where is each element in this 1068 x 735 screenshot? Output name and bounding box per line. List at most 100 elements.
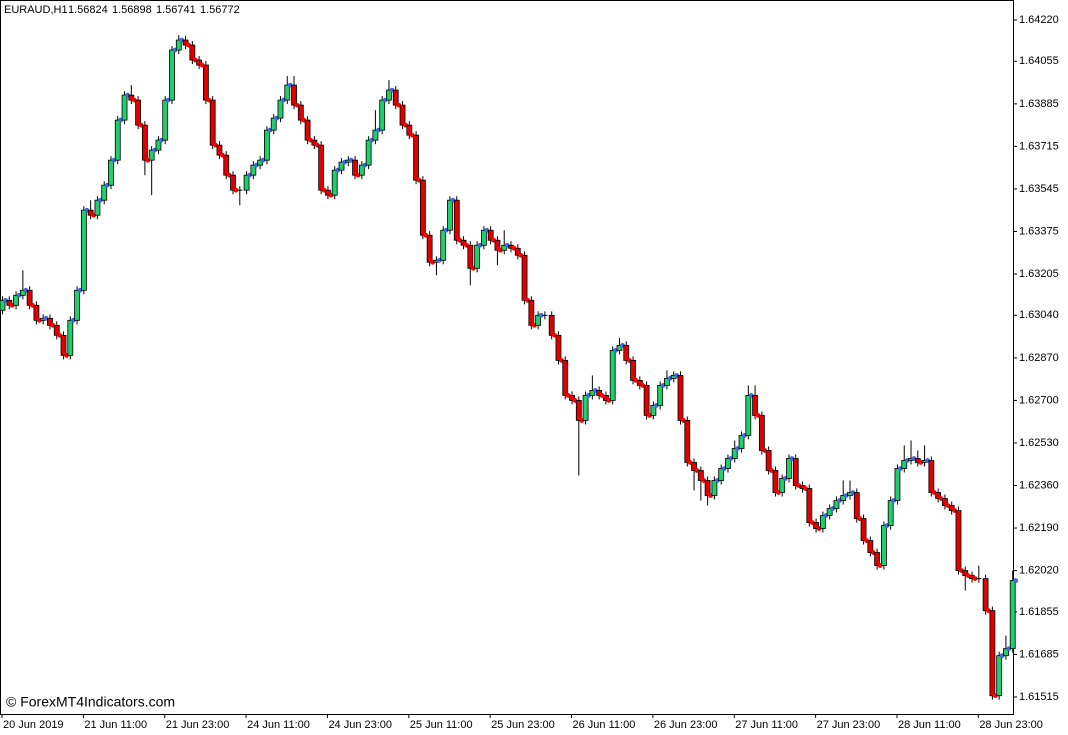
candle-body [13, 294, 19, 306]
y-tick-label: 1.62020 [1019, 565, 1059, 577]
candle-body [562, 359, 569, 396]
candle-body [325, 189, 331, 196]
candle-body [982, 578, 989, 612]
candle-body [392, 89, 399, 106]
candle-body [0, 299, 6, 311]
candle-body [141, 124, 148, 161]
candle-body [406, 124, 413, 136]
candle-body [155, 139, 162, 151]
candle-body [630, 359, 636, 381]
candle-body [603, 395, 609, 401]
candle-body [1009, 580, 1016, 650]
x-tick-label: 24 Jun 23:00 [328, 719, 392, 731]
candle-body [487, 229, 494, 241]
signal-dot [538, 312, 544, 318]
candle-body [813, 522, 819, 529]
candle-body [623, 344, 630, 361]
candle-body [684, 420, 691, 463]
candle-body [853, 492, 860, 519]
candle-body [311, 139, 318, 146]
candle-body [664, 377, 670, 386]
candle-body [223, 154, 230, 176]
candle-body [386, 89, 392, 101]
candle-body [894, 468, 901, 501]
candle-body [786, 458, 792, 479]
y-tick-label: 1.62700 [1019, 394, 1059, 406]
y-tick-label: 1.61515 [1019, 691, 1059, 703]
candle-body [467, 244, 474, 269]
candle-body [202, 64, 209, 101]
candle-body [419, 179, 426, 236]
candle-body [440, 229, 447, 261]
y-tick-label: 1.62190 [1019, 522, 1059, 534]
candle-body [528, 299, 535, 326]
candle-body [53, 324, 60, 336]
candle-body [819, 515, 826, 529]
candle-body [779, 478, 786, 493]
x-tick-label: 27 Jun 11:00 [735, 719, 798, 731]
candle-body [413, 134, 419, 181]
candle-body [745, 395, 752, 436]
candle-body [752, 395, 758, 416]
candle-body [582, 395, 589, 421]
x-tick-label: 28 Jun 11:00 [898, 719, 961, 731]
candle-body [19, 289, 26, 296]
candle-body [338, 161, 345, 171]
x-tick-label: 26 Jun 11:00 [573, 719, 636, 731]
candle-body [460, 239, 467, 246]
y-tick-label: 1.62870 [1019, 352, 1059, 364]
y-tick-label: 1.63040 [1019, 309, 1059, 321]
candle-body [955, 510, 962, 571]
candle-body [677, 374, 684, 421]
candle-body [162, 99, 169, 141]
readout-low: 1.56741 [156, 4, 196, 16]
candle-body [372, 129, 379, 141]
candle-body [867, 540, 874, 553]
candle-body [331, 169, 338, 196]
candle-body [704, 480, 711, 496]
candle-body [114, 119, 121, 161]
candle-body [575, 400, 582, 421]
candle-body [738, 435, 745, 449]
candle-body [480, 229, 487, 246]
candle-body [494, 239, 501, 251]
candle-body [169, 49, 175, 101]
readout-open: 1.56824 [68, 4, 108, 16]
y-tick-label: 1.63375 [1019, 225, 1059, 237]
candle-body [270, 117, 277, 131]
y-tick-label: 1.63205 [1019, 268, 1059, 280]
candle-body [928, 460, 935, 493]
candle-body [379, 99, 386, 131]
candle-body [650, 405, 657, 416]
candle-body [250, 164, 257, 176]
candle-body [297, 104, 304, 121]
candle-body [60, 334, 67, 356]
candle-body [447, 199, 453, 231]
y-tick-label: 1.64220 [1019, 14, 1059, 26]
candle-body [887, 500, 894, 526]
candle-body [657, 385, 664, 406]
x-tick-label: 25 Jun 11:00 [410, 719, 473, 731]
x-tick-label: 27 Jun 23:00 [817, 719, 881, 731]
candle-body [643, 385, 650, 416]
candle-body [358, 164, 365, 176]
plot-frame [0, 0, 1014, 715]
x-tick-label: 21 Jun 11:00 [84, 719, 147, 731]
candle-body [453, 199, 460, 241]
y-tick-label: 1.62360 [1019, 479, 1059, 491]
candle-body [67, 319, 74, 356]
candle-body [718, 468, 725, 481]
candle-body [474, 244, 481, 269]
y-tick-label: 1.63545 [1019, 183, 1059, 195]
candle-body [514, 247, 521, 256]
candle-body [569, 395, 575, 401]
candle-body [399, 104, 406, 126]
signal-dot [1013, 578, 1019, 584]
x-tick-label: 25 Jun 23:00 [491, 719, 555, 731]
candle-body [874, 552, 881, 566]
candle-body [304, 119, 311, 141]
candle-body [962, 570, 969, 577]
candle-body [148, 149, 155, 161]
candle-body [365, 139, 372, 166]
